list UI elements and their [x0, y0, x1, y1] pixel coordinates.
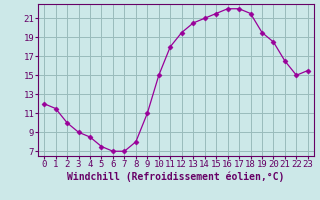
X-axis label: Windchill (Refroidissement éolien,°C): Windchill (Refroidissement éolien,°C)	[67, 172, 285, 182]
